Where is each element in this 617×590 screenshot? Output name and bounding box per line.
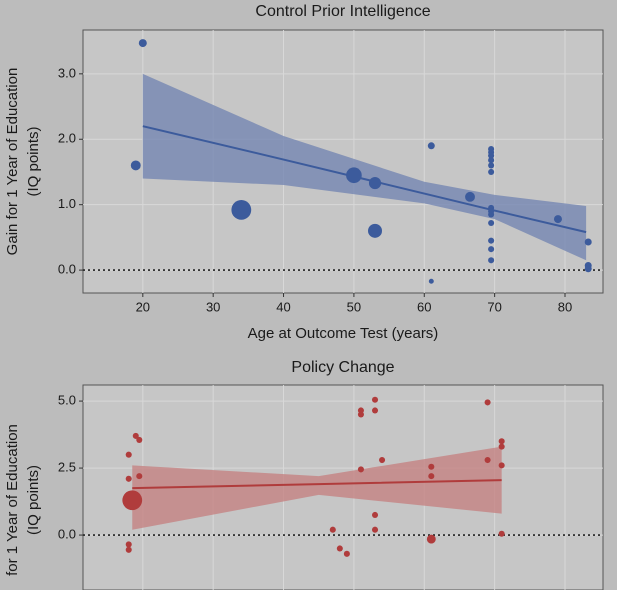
x-tick-label: 40 (276, 299, 290, 314)
plot (83, 385, 603, 590)
point (488, 168, 495, 175)
point (346, 167, 362, 184)
point (122, 490, 143, 511)
point (371, 511, 379, 518)
point (484, 457, 491, 464)
x-tick-label: 80 (558, 299, 572, 314)
point (488, 257, 495, 264)
point (368, 223, 383, 238)
y-tick-label: 3.0 (58, 65, 76, 80)
point (136, 436, 143, 443)
point (488, 152, 495, 159)
y-axis-label: for 1 Year of Education (4, 424, 21, 576)
point (368, 177, 382, 190)
confidence-band (132, 446, 502, 530)
point (371, 396, 379, 403)
confidence-band (142, 73, 587, 261)
y-tick-label: 2.0 (58, 131, 76, 146)
plot (83, 30, 603, 293)
point (379, 457, 386, 464)
point (125, 546, 132, 553)
point (498, 462, 505, 469)
y-axis-label: Gain for 1 Year of Education (4, 68, 21, 256)
x-tick-label: 70 (487, 299, 501, 314)
x-axis-label: Age at Outcome Test (years) (248, 325, 439, 342)
y-tick-label: 0.0 (58, 527, 76, 542)
chart-title: Control Prior Intelligence (255, 3, 430, 20)
x-tick-label: 50 (347, 299, 361, 314)
point (488, 219, 495, 227)
point (371, 526, 379, 533)
point (465, 191, 475, 202)
point (428, 463, 435, 470)
point (498, 438, 505, 445)
y-tick-label: 2.5 (58, 460, 76, 475)
point (427, 142, 435, 150)
y-tick-label: 0.0 (58, 262, 76, 277)
point (336, 545, 343, 552)
x-tick-label: 20 (136, 299, 150, 314)
point (488, 237, 495, 244)
fit-line (142, 125, 587, 234)
point (125, 475, 132, 482)
point (125, 541, 132, 548)
point (498, 443, 505, 450)
point (488, 211, 495, 218)
point (357, 411, 364, 418)
point (488, 162, 495, 169)
point (488, 246, 495, 253)
point (428, 473, 435, 480)
x-tick-label: 60 (417, 299, 431, 314)
point (428, 537, 435, 544)
point (357, 466, 364, 473)
y-axis-label: (IQ points) (25, 126, 42, 196)
y-tick-label: 1.0 (58, 196, 76, 211)
y-axis-label: (IQ points) (25, 465, 42, 535)
point (488, 157, 495, 164)
point (329, 526, 336, 533)
point (584, 238, 592, 246)
point (428, 278, 434, 284)
point (553, 215, 562, 224)
x-tick-label: 30 (206, 299, 220, 314)
fit-line (132, 479, 502, 490)
point (484, 399, 491, 406)
point (130, 160, 141, 171)
chart-title: Policy Change (291, 359, 394, 376)
point (136, 473, 143, 480)
point (125, 451, 132, 458)
y-tick-label: 5.0 (58, 393, 76, 408)
point (231, 200, 252, 220)
point (371, 407, 379, 414)
point (584, 265, 592, 273)
point (138, 39, 147, 48)
point (343, 550, 350, 557)
point (498, 530, 505, 537)
point (132, 432, 139, 439)
